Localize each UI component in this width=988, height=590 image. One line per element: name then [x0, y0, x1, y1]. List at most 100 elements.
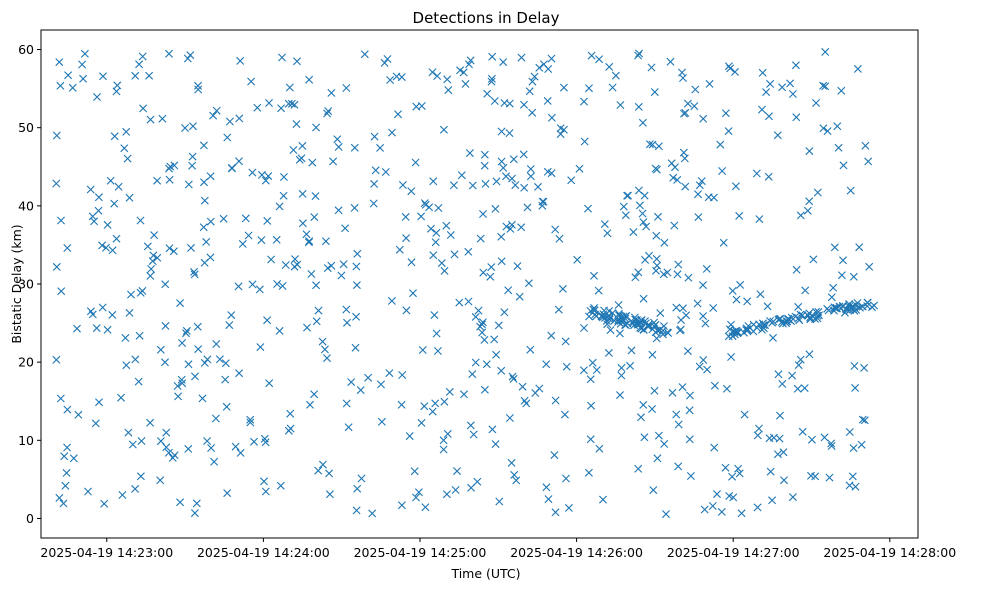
data-point — [103, 220, 112, 229]
data-point — [125, 193, 134, 202]
data-point — [225, 117, 234, 126]
data-point — [774, 370, 783, 379]
data-point — [674, 260, 683, 269]
data-point — [480, 150, 489, 159]
data-point — [786, 79, 795, 88]
data-point — [492, 177, 501, 186]
data-point — [850, 362, 859, 370]
data-point — [342, 84, 351, 92]
data-point — [694, 213, 703, 222]
data-point — [782, 317, 791, 326]
data-point — [652, 334, 661, 343]
data-point — [56, 81, 65, 90]
data-point — [139, 104, 148, 113]
data-point — [287, 99, 296, 108]
data-point — [203, 437, 212, 445]
data-point — [312, 123, 321, 132]
data-point — [586, 307, 595, 315]
data-point — [543, 96, 552, 105]
data-point — [341, 224, 350, 233]
data-point — [504, 286, 513, 295]
data-point — [52, 355, 61, 364]
data-point — [370, 132, 379, 141]
data-point — [397, 501, 406, 510]
data-point — [644, 320, 653, 329]
data-point — [699, 281, 707, 290]
data-point — [206, 172, 215, 181]
data-point — [80, 49, 89, 58]
data-point — [494, 321, 503, 330]
data-point — [260, 434, 269, 443]
data-point — [727, 320, 735, 329]
x-tick-label: 2025-04-19 14:23:00 — [40, 545, 173, 560]
data-point — [443, 429, 452, 438]
data-point — [293, 260, 302, 269]
data-point — [108, 310, 117, 319]
data-point — [683, 347, 692, 356]
data-point — [834, 143, 843, 152]
data-point — [244, 231, 253, 240]
data-point — [320, 345, 329, 354]
data-point — [724, 332, 733, 341]
data-point — [499, 163, 508, 172]
data-point — [829, 283, 838, 292]
data-point — [178, 339, 187, 347]
data-point — [147, 265, 156, 273]
data-point — [755, 215, 764, 224]
data-point — [310, 213, 319, 222]
data-point — [819, 81, 828, 90]
data-point — [184, 180, 193, 189]
data-point — [337, 271, 346, 280]
data-point — [619, 202, 628, 211]
data-point — [56, 394, 65, 403]
data-point — [156, 345, 165, 354]
data-point — [487, 77, 496, 86]
data-point — [110, 132, 119, 141]
data-point — [652, 254, 661, 263]
data-point — [368, 509, 377, 518]
data-point — [635, 201, 644, 210]
data-point — [526, 172, 535, 181]
data-point — [308, 158, 317, 167]
data-point — [257, 170, 266, 179]
data-point — [796, 355, 805, 364]
data-point — [502, 172, 510, 181]
data-point — [102, 243, 110, 252]
data-point — [803, 206, 812, 215]
data-point — [241, 214, 250, 223]
data-point — [642, 222, 651, 231]
data-point — [118, 491, 127, 499]
data-point — [634, 464, 643, 473]
data-point — [191, 372, 199, 381]
data-point — [407, 187, 416, 196]
data-point — [710, 381, 719, 390]
data-point — [807, 435, 816, 444]
data-point — [865, 262, 874, 271]
data-point — [428, 68, 437, 77]
data-point — [506, 224, 515, 233]
data-point — [265, 379, 274, 388]
data-point — [93, 93, 101, 101]
data-point — [253, 103, 262, 112]
data-point — [183, 54, 192, 63]
data-point — [146, 418, 155, 427]
data-point — [464, 297, 473, 306]
data-point — [491, 204, 500, 213]
data-point — [528, 108, 537, 117]
data-point — [497, 157, 506, 166]
data-point — [264, 172, 273, 181]
data-point — [535, 63, 544, 72]
data-point — [412, 102, 421, 111]
data-point — [677, 316, 685, 324]
data-point — [63, 244, 72, 252]
data-point — [55, 493, 64, 502]
data-point — [428, 407, 437, 416]
data-point — [776, 411, 784, 420]
data-point — [277, 104, 286, 113]
data-point — [158, 114, 167, 123]
data-point — [261, 487, 270, 496]
data-point — [705, 79, 714, 88]
data-point — [443, 75, 452, 84]
data-point — [310, 390, 319, 399]
data-point — [149, 251, 158, 260]
